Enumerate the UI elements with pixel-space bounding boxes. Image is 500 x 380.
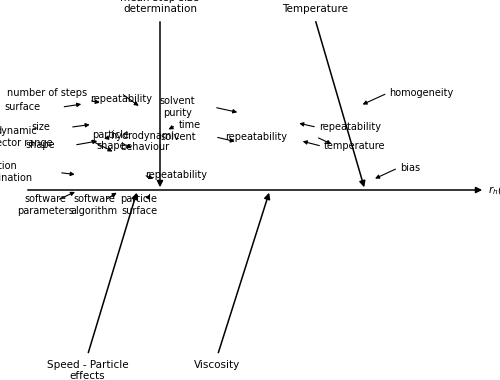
Text: Speed - Particle
effects: Speed - Particle effects	[46, 360, 128, 380]
Text: Viscosity: Viscosity	[194, 360, 240, 370]
Text: bias: bias	[400, 163, 420, 173]
Text: particle
surface: particle surface	[120, 195, 158, 216]
Text: homogeneity: homogeneity	[389, 88, 453, 98]
Text: shape: shape	[26, 140, 55, 150]
Text: solvent
purity: solvent purity	[160, 97, 195, 118]
Text: r$_h$(distribution): r$_h$(distribution)	[488, 183, 500, 197]
Text: repeatability: repeatability	[145, 170, 207, 180]
Text: dynamic
detector range: dynamic detector range	[0, 126, 52, 147]
Text: size: size	[31, 122, 50, 132]
Text: number of steps: number of steps	[8, 88, 87, 98]
Text: repeatability: repeatability	[90, 94, 152, 104]
Text: temperature: temperature	[324, 141, 386, 151]
Text: solvent: solvent	[160, 132, 196, 142]
Text: hydrodynamic
behaviour: hydrodynamic behaviour	[110, 131, 180, 152]
Text: repeatability: repeatability	[226, 132, 288, 142]
Text: particle
shape: particle shape	[92, 130, 130, 151]
Text: surface: surface	[5, 102, 41, 112]
Text: location
determination: location determination	[0, 161, 32, 182]
Text: Temperature: Temperature	[282, 5, 348, 14]
Text: software
parameters: software parameters	[16, 195, 74, 216]
Text: time: time	[179, 120, 201, 130]
Text: mean step size
determination: mean step size determination	[120, 0, 200, 14]
Text: repeatability: repeatability	[319, 122, 381, 132]
Text: software
algorithm: software algorithm	[70, 195, 118, 216]
